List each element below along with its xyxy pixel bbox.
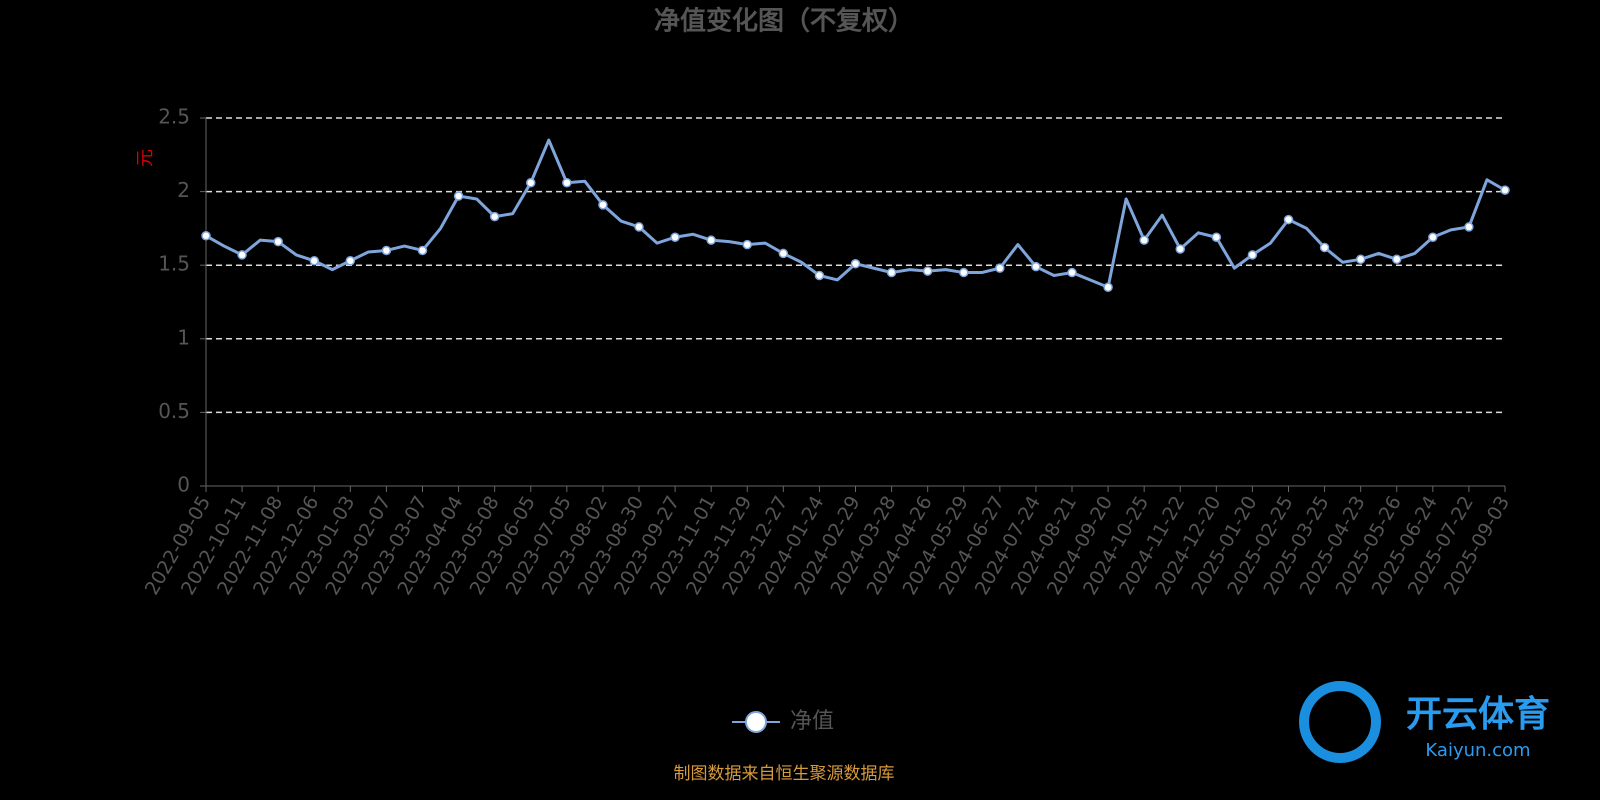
y-tick-label: 0.5 xyxy=(158,399,190,423)
point-marker xyxy=(778,248,789,259)
point-marker xyxy=(309,256,319,266)
point-marker xyxy=(562,178,572,188)
point-marker xyxy=(1139,235,1149,245)
point-marker xyxy=(1103,282,1113,293)
point-marker xyxy=(1355,254,1366,265)
y-tick-label: 1.5 xyxy=(158,252,190,276)
point-marker xyxy=(1175,244,1185,254)
point-marker xyxy=(995,263,1005,273)
chart-title: 净值变化图（不复权） xyxy=(654,6,914,37)
point-marker xyxy=(1247,250,1258,260)
point-marker xyxy=(1428,232,1438,242)
point-marker xyxy=(1211,232,1222,242)
watermark-name: 开云体育 xyxy=(1406,694,1550,735)
point-marker xyxy=(598,200,608,210)
y-tick-label: 2 xyxy=(177,178,190,202)
point-marker xyxy=(634,222,644,232)
y-axis-label: 元 xyxy=(135,149,156,167)
point-marker xyxy=(273,236,283,247)
point-marker xyxy=(1392,254,1402,265)
point-marker xyxy=(670,232,680,242)
point-marker xyxy=(1067,267,1077,278)
watermark-site: Kaiyun.com xyxy=(1425,740,1530,761)
point-marker xyxy=(886,267,897,278)
point-marker xyxy=(706,235,716,245)
logo xyxy=(1299,681,1381,763)
source-note: 制图数据来自恒生聚源数据库 xyxy=(674,764,895,784)
point-marker xyxy=(1283,214,1294,225)
point-marker xyxy=(453,191,464,201)
y-tick-label: 2.5 xyxy=(158,105,190,129)
point-marker xyxy=(417,245,428,256)
watermark: 开云体育 Kaiyun.com xyxy=(1299,681,1550,763)
point-marker xyxy=(1319,242,1330,253)
point-marker xyxy=(1031,261,1041,272)
point-marker xyxy=(1500,185,1510,195)
point-marker xyxy=(381,245,392,256)
y-tick-label: 0 xyxy=(177,473,190,497)
point-marker xyxy=(489,211,500,222)
point-marker xyxy=(814,270,825,281)
point-marker xyxy=(526,178,536,188)
point-marker xyxy=(742,239,752,250)
point-marker xyxy=(959,267,969,278)
point-marker xyxy=(345,256,356,266)
legend-label: 净值 xyxy=(790,709,834,734)
point-marker xyxy=(237,250,247,260)
point-marker xyxy=(1464,222,1474,232)
point-marker xyxy=(201,231,211,241)
point-marker xyxy=(850,258,861,269)
legend-marker xyxy=(745,711,767,733)
y-tick-label: 1 xyxy=(177,325,190,349)
point-marker xyxy=(922,266,933,276)
